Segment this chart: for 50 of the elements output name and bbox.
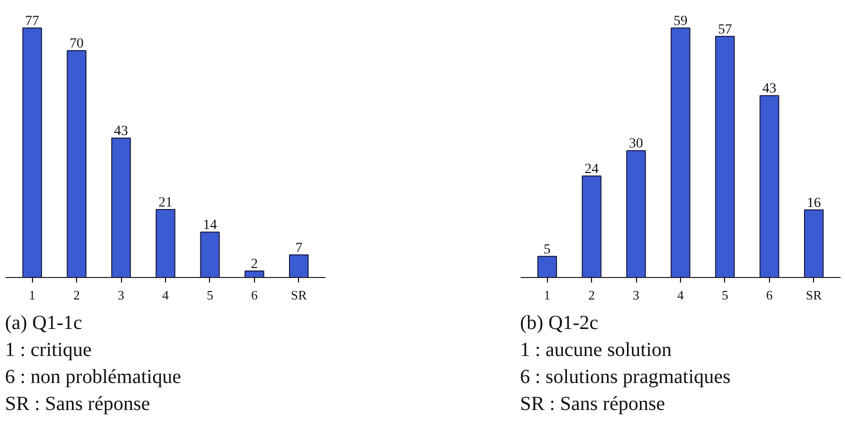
x-tick-label: 4 bbox=[162, 288, 170, 302]
bar bbox=[22, 27, 42, 278]
bar bbox=[760, 95, 780, 278]
data-label: 24 bbox=[584, 162, 599, 177]
x-tick-label: SR bbox=[806, 288, 822, 302]
bar bbox=[670, 27, 690, 278]
bar bbox=[804, 209, 824, 278]
data-label: 70 bbox=[70, 36, 84, 52]
bar bbox=[111, 138, 131, 278]
data-label: 5 bbox=[544, 242, 551, 258]
data-label: 43 bbox=[762, 82, 776, 97]
text: (b) Q1-2c bbox=[520, 312, 598, 334]
bar bbox=[156, 208, 176, 278]
x-tick-label: 4 bbox=[677, 288, 684, 302]
bar bbox=[537, 256, 557, 278]
bar bbox=[66, 50, 86, 278]
x-tick-label: 6 bbox=[251, 288, 258, 302]
text: (a) Q1-1c bbox=[5, 312, 82, 334]
x-tick-label: 1 bbox=[28, 288, 36, 302]
x-tick-label: 1 bbox=[544, 288, 550, 302]
x-tick-label: 2 bbox=[73, 288, 80, 302]
data-label: 43 bbox=[114, 124, 128, 140]
x-tick-label: 3 bbox=[118, 288, 124, 302]
data-label: 7 bbox=[295, 240, 302, 256]
bar bbox=[626, 150, 646, 278]
data-label: 14 bbox=[202, 218, 217, 234]
x-tick-label: 6 bbox=[766, 288, 774, 302]
x-tick-label: 2 bbox=[588, 288, 595, 302]
bar bbox=[289, 254, 309, 278]
bar bbox=[244, 270, 264, 278]
data-label: 2 bbox=[250, 257, 258, 272]
x-tick-label: SR bbox=[290, 288, 308, 302]
data-label: 57 bbox=[718, 22, 732, 38]
x-tick-label: 5 bbox=[206, 288, 214, 302]
text: 6 : non problématique bbox=[5, 366, 182, 388]
x-tick-label: 3 bbox=[632, 288, 640, 302]
data-label: 77 bbox=[25, 14, 40, 29]
text: SR : Sans réponse bbox=[5, 393, 150, 415]
data-label: 16 bbox=[806, 196, 821, 211]
text: 6 : solutions pragmatiques bbox=[520, 366, 731, 388]
data-label: 21 bbox=[158, 195, 172, 210]
x-tick-label: 5 bbox=[722, 288, 728, 302]
text: 1 : critique bbox=[5, 339, 92, 361]
bar bbox=[715, 36, 735, 278]
data-label: 30 bbox=[629, 136, 644, 152]
bar bbox=[582, 175, 602, 278]
text: SR : Sans réponse bbox=[520, 393, 665, 415]
data-label: 59 bbox=[674, 14, 688, 29]
text: 1 : aucune solution bbox=[520, 339, 672, 361]
bar bbox=[200, 232, 220, 278]
